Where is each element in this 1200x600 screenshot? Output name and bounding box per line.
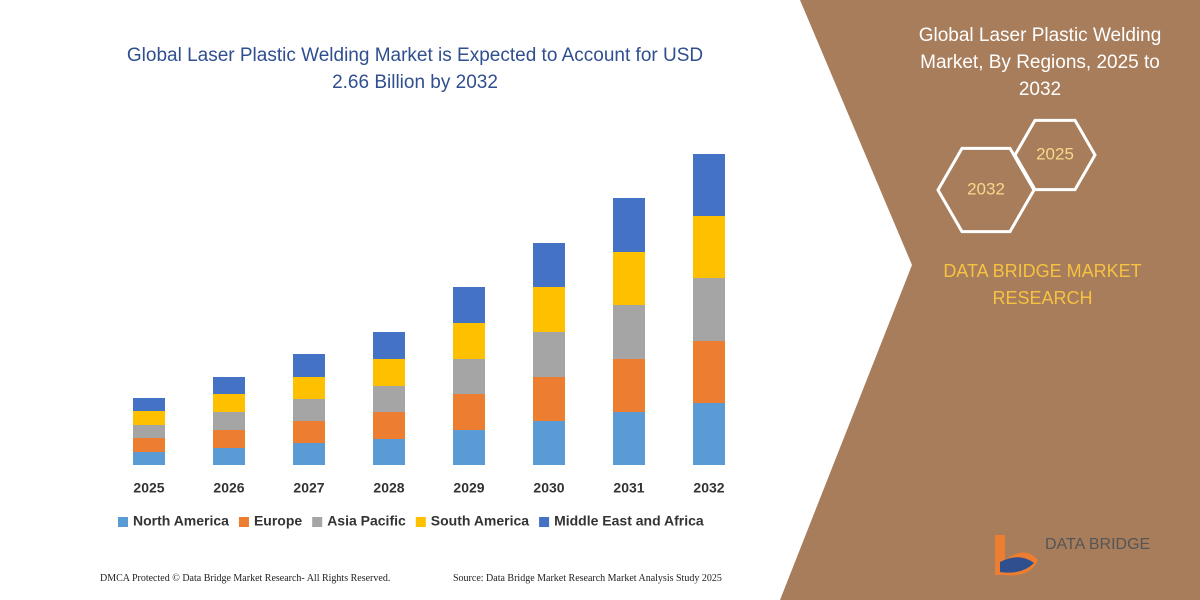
bar-segment — [613, 198, 645, 252]
bar-segment — [133, 411, 165, 425]
bar-segment — [213, 377, 245, 394]
bar-segment — [693, 216, 725, 278]
x-tick-label: 2028 — [373, 480, 404, 496]
bar-segment — [293, 354, 325, 377]
bar-segment — [453, 430, 485, 465]
bar-segment — [213, 448, 245, 465]
bar-segment — [373, 386, 405, 412]
bar-segment — [133, 452, 165, 465]
bar-segment — [213, 394, 245, 412]
legend-marker — [415, 517, 426, 527]
logo-text: DATA BRIDGE — [1045, 536, 1151, 553]
hexagon-label: 2025 — [1036, 144, 1074, 163]
bar-segment — [613, 412, 645, 465]
bar-segment — [533, 377, 565, 421]
bar-segment — [373, 412, 405, 439]
chart-title: Global Laser Plastic Welding Market is E… — [126, 45, 704, 93]
bar-segment — [693, 341, 725, 403]
bar-segment — [613, 252, 645, 305]
legend-marker — [118, 517, 128, 527]
hexagon — [1013, 118, 1097, 192]
bar-segment — [293, 399, 325, 421]
x-tick-label: 2026 — [213, 480, 244, 496]
bar-segment — [213, 430, 245, 448]
bar-segment — [453, 323, 485, 359]
bar-segment — [133, 438, 165, 452]
legend-marker — [238, 517, 249, 527]
bar-segment — [453, 394, 485, 430]
legend-label: Europe — [254, 513, 302, 529]
side-title: Global Laser Plastic Welding Market, By … — [918, 25, 1162, 100]
bar-segment — [533, 421, 565, 465]
bar-segment — [293, 443, 325, 465]
bar-segment — [613, 359, 645, 412]
bar-segment — [453, 359, 485, 394]
x-tick-label: 2025 — [133, 480, 164, 496]
legend-label: Middle East and Africa — [554, 513, 704, 529]
bar-segment — [133, 398, 165, 411]
bar-segment — [373, 359, 405, 386]
hexagon — [936, 146, 1036, 234]
bar-segment — [133, 425, 165, 438]
legend-label: South America — [431, 513, 529, 529]
bar-segment — [373, 439, 405, 465]
legend-marker — [539, 517, 550, 527]
footer-right: Source: Data Bridge Market Research Mark… — [453, 573, 722, 584]
legend-label: Asia Pacific — [327, 513, 406, 529]
bar-segment — [213, 412, 245, 430]
bar-segment — [693, 278, 725, 341]
bar-segment — [533, 332, 565, 377]
bar-segment — [533, 287, 565, 332]
x-tick-label: 2032 — [693, 480, 724, 496]
bar-segment — [533, 243, 565, 287]
bar-segment — [693, 403, 725, 465]
legend-marker — [312, 517, 323, 527]
logo-icon — [995, 535, 1038, 576]
x-tick-label: 2027 — [293, 480, 324, 496]
bar-segment — [453, 287, 485, 323]
footer-left: DMCA Protected © Data Bridge Market Rese… — [100, 573, 391, 584]
x-tick-label: 2031 — [613, 480, 644, 496]
bar-segment — [293, 421, 325, 443]
bar-segment — [693, 154, 725, 216]
hexagon-label: 2032 — [967, 179, 1005, 198]
side-background — [780, 0, 1200, 600]
legend-label: North America — [133, 513, 229, 529]
brand-text: DATA BRIDGE MARKET RESEARCH — [943, 261, 1142, 308]
bar-segment — [293, 377, 325, 399]
bar-segment — [373, 332, 405, 359]
bar-segment — [613, 305, 645, 359]
x-tick-label: 2030 — [533, 480, 564, 496]
x-tick-label: 2029 — [453, 480, 484, 496]
